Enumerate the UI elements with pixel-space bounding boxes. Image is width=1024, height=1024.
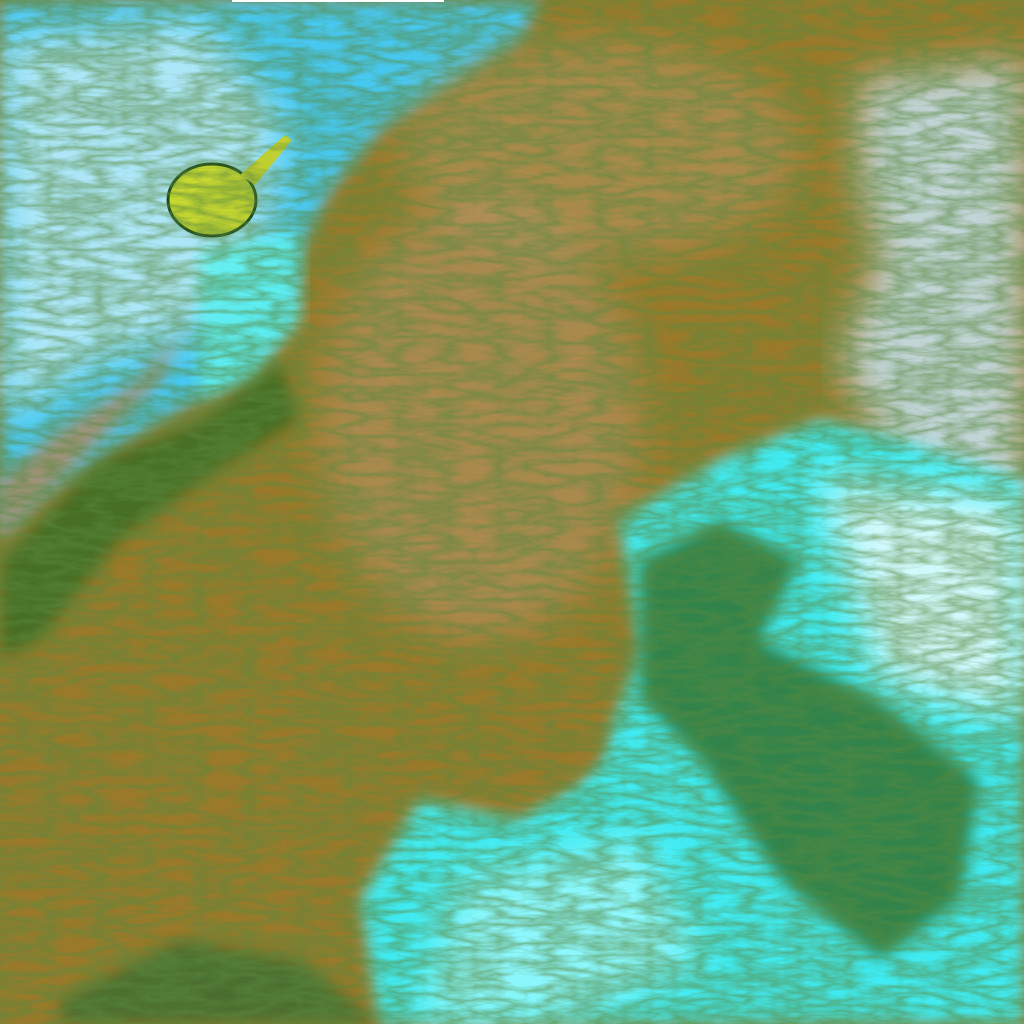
image-edge-strip [232, 0, 444, 2]
